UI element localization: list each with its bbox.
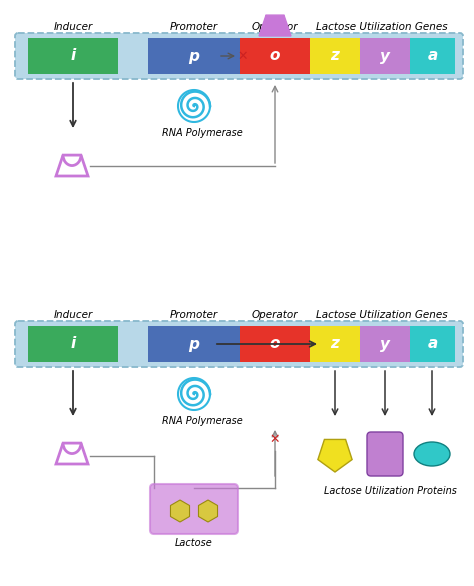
Bar <box>410 38 455 74</box>
Text: Promoter: Promoter <box>170 22 218 32</box>
Bar <box>360 38 410 74</box>
Text: i: i <box>70 336 76 352</box>
Text: a: a <box>428 49 438 63</box>
Bar <box>310 38 360 74</box>
Ellipse shape <box>414 442 450 466</box>
Bar <box>410 326 455 362</box>
FancyBboxPatch shape <box>367 432 403 476</box>
Bar <box>148 326 240 362</box>
Text: y: y <box>380 49 390 63</box>
FancyBboxPatch shape <box>15 321 463 367</box>
FancyBboxPatch shape <box>150 484 238 534</box>
Text: Lactose Utilization Genes: Lactose Utilization Genes <box>316 22 448 32</box>
Text: i: i <box>70 49 76 63</box>
Text: Operator: Operator <box>252 310 298 320</box>
Text: Lactose Utilization Proteins: Lactose Utilization Proteins <box>324 486 456 496</box>
Text: p: p <box>189 49 200 63</box>
Text: RNA Polymerase: RNA Polymerase <box>162 416 242 426</box>
Bar <box>240 38 310 74</box>
Text: y: y <box>380 336 390 352</box>
Text: a: a <box>428 336 438 352</box>
Text: Inducer: Inducer <box>54 310 92 320</box>
Text: z: z <box>330 336 339 352</box>
Polygon shape <box>199 500 218 522</box>
Text: Promoter: Promoter <box>170 310 218 320</box>
Text: o: o <box>270 49 280 63</box>
Bar <box>28 326 118 362</box>
Text: Lactose Utilization Genes: Lactose Utilization Genes <box>316 310 448 320</box>
Polygon shape <box>171 500 190 522</box>
Bar <box>360 326 410 362</box>
Polygon shape <box>318 440 352 472</box>
Polygon shape <box>259 15 291 36</box>
Text: RNA Polymerase: RNA Polymerase <box>162 128 242 138</box>
Text: Lactose: Lactose <box>175 538 213 548</box>
Text: ✕: ✕ <box>270 432 280 445</box>
Text: p: p <box>189 336 200 352</box>
Bar <box>240 326 310 362</box>
Bar <box>148 38 240 74</box>
Text: Operator: Operator <box>252 22 298 32</box>
Text: ✕: ✕ <box>238 49 248 63</box>
Text: o: o <box>270 336 280 352</box>
FancyBboxPatch shape <box>15 33 463 79</box>
Bar <box>310 326 360 362</box>
Text: Inducer: Inducer <box>54 22 92 32</box>
Bar <box>28 38 118 74</box>
Text: z: z <box>330 49 339 63</box>
